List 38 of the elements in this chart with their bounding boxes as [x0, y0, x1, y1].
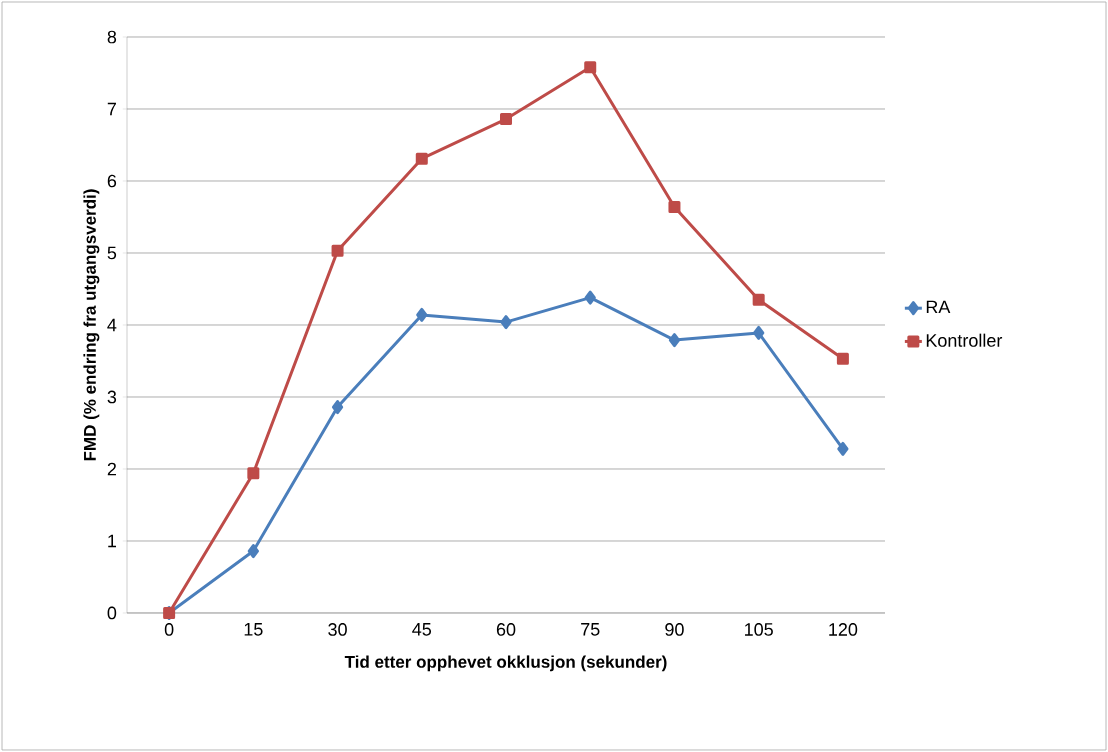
x-tick-label: 90	[665, 623, 684, 636]
point	[331, 400, 344, 415]
point	[837, 441, 849, 456]
point	[331, 244, 344, 257]
x-axis-title: Tid etter opphevet okklusjon (sekunder)	[344, 655, 667, 672]
x-tick-label: 0	[164, 623, 174, 636]
point	[416, 307, 428, 322]
y-tick-label: 4	[107, 318, 117, 332]
x-tick-label: 30	[328, 623, 347, 636]
point	[500, 113, 513, 126]
y-tick-label: 1	[108, 534, 117, 548]
legend-label: RA	[926, 300, 951, 314]
y-tick-label: 5	[107, 246, 117, 260]
point	[753, 325, 765, 340]
y-tick-label: 2	[107, 462, 116, 476]
point	[500, 315, 512, 330]
y-tick-label: 6	[107, 174, 117, 188]
y-tick-label: 8	[107, 30, 117, 44]
point	[247, 544, 259, 559]
y-tick-label: 0	[107, 606, 117, 620]
point	[584, 290, 596, 305]
point	[752, 293, 765, 306]
legend-label: Kontroller	[926, 333, 1003, 347]
x-tick-label: 15	[244, 623, 263, 636]
y-tick-label: 3	[107, 390, 117, 404]
x-tick-label: 75	[581, 623, 600, 636]
x-tick-label: 60	[496, 623, 516, 636]
point	[584, 61, 597, 74]
point	[668, 333, 681, 348]
point	[415, 152, 428, 165]
x-tick-label: 120	[829, 623, 858, 636]
point	[668, 200, 681, 213]
x-tick-label: 45	[412, 623, 432, 636]
point	[836, 352, 849, 365]
y-tick-label: 7	[107, 102, 116, 116]
y-axis-title: FMD (% endring fra utgangsverdi)	[83, 189, 100, 461]
x-tick-label: 105	[745, 623, 773, 636]
point	[247, 467, 260, 480]
